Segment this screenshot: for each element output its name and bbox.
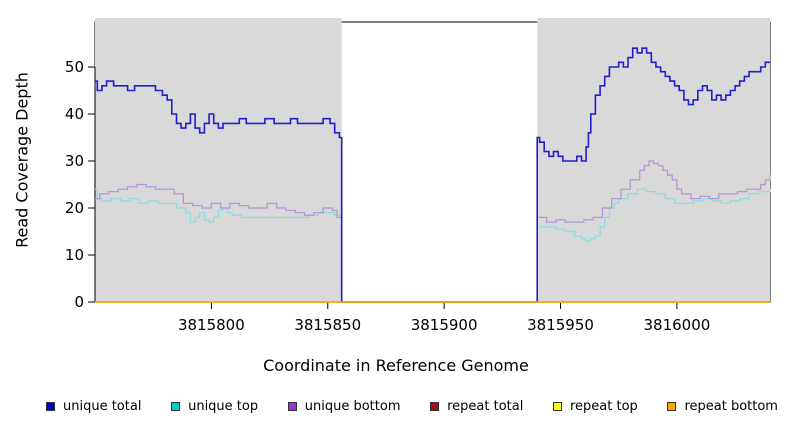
x-tick-label: 3816000	[643, 316, 710, 334]
y-tick-label: 10	[65, 246, 84, 264]
y-tick-label: 40	[65, 105, 84, 123]
legend-item: repeat top	[553, 399, 638, 414]
plot-canvas: 3815800 3815850 3815900 3815950 3816000 0 10 20…	[65, 18, 771, 334]
y-tick-label: 50	[65, 58, 84, 76]
legend-label: unique top	[188, 399, 259, 414]
masked-region	[95, 18, 342, 302]
legend-label: repeat total	[447, 399, 524, 414]
legend-label: unique total	[63, 399, 142, 414]
legend-label: repeat top	[570, 399, 638, 414]
x-axis-title: Coordinate in Reference Genome	[263, 356, 529, 375]
legend-swatch	[46, 402, 55, 411]
x-tick-label: 3815800	[178, 316, 245, 334]
legend: unique total unique top unique bottom re…	[0, 399, 792, 414]
legend-label: unique bottom	[304, 399, 401, 414]
masked-region	[537, 18, 770, 302]
legend-swatch	[430, 402, 440, 411]
series-unique-bottom	[95, 160, 771, 303]
legend-item: unique top	[171, 399, 258, 414]
legend-item: unique bottom	[287, 399, 401, 414]
legend-item: repeat total	[430, 399, 523, 414]
legend-swatch	[287, 402, 297, 411]
y-tick-label: 30	[65, 152, 84, 170]
legend-swatch	[553, 402, 562, 411]
x-tick-label: 3815950	[527, 316, 594, 334]
series-unique-total	[95, 47, 770, 303]
x-tick-label: 3815900	[411, 316, 478, 334]
legend-label: repeat bottom	[684, 399, 778, 414]
y-axis-title: Read Coverage Depth	[12, 72, 32, 248]
legend-item: repeat bottom	[667, 399, 778, 414]
y-tick-label: 0	[74, 293, 84, 311]
legend-swatch	[171, 402, 181, 411]
legend-swatch	[667, 402, 677, 411]
y-tick-label: 20	[65, 199, 84, 217]
legend-item: unique total	[46, 399, 141, 414]
x-tick-label: 3815850	[294, 316, 361, 334]
